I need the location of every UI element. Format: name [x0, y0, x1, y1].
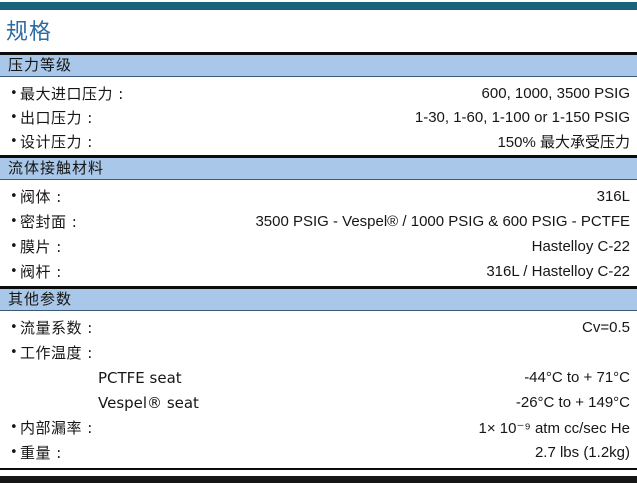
bullet-icon: •	[10, 264, 18, 279]
row-label: 内部漏率 :	[20, 419, 93, 437]
spec-row: • 膜片 : Hastelloy C-22	[0, 234, 637, 259]
spec-row: • 密封面 : 3500 PSIG - Vespel® / 1000 PSIG & …	[0, 209, 637, 234]
bullet-icon: •	[10, 345, 18, 360]
spec-section: 其他参数 • 流量系数 : Cv=0.5 • 工作温度 : PCTFE seat -44°C …	[0, 286, 637, 467]
bullet-icon: •	[10, 85, 18, 101]
spec-row: • 工作温度 :	[0, 340, 637, 365]
section-header: 其他参数	[0, 286, 637, 311]
row-label: 流量系数 :	[20, 319, 93, 337]
bullet-icon: •	[10, 420, 18, 435]
bullet-icon: •	[10, 189, 18, 204]
row-value: -26°C to + 149°C	[515, 394, 630, 411]
spec-sections: 压力等级 • 最大进口压力 :600, 1000, 3500 PSIG • 出口压力 :…	[0, 52, 637, 467]
spec-row: Vespel® seat -26°C to + 149°C	[0, 390, 637, 415]
spec-row: • 流量系数 : Cv=0.5	[0, 315, 637, 340]
bottom-accent-bar	[0, 476, 637, 483]
row-value: 2.7 lbs (1.2kg)	[534, 444, 630, 461]
spec-row: • 出口压力 : 1-30, 1-60, 1-100 or 1-150 PSIG	[0, 105, 637, 129]
row-label: 阀杆 :	[20, 263, 62, 281]
bullet-icon: •	[10, 445, 18, 460]
row-label: 最大进口压力 :	[20, 84, 124, 103]
row-label: Vespel® seat	[98, 393, 199, 412]
row-label: 膜片 :	[20, 238, 62, 256]
spec-row: • 重量 : 2.7 lbs (1.2kg)	[0, 440, 637, 465]
row-label: 密封面 :	[20, 213, 78, 231]
section-rows: • 流量系数 : Cv=0.5 • 工作温度 : PCTFE seat -44°C to +…	[0, 311, 637, 467]
row-value: Cv=0.5	[582, 319, 630, 336]
row-value: -44°C to + 71°C	[524, 369, 630, 386]
row-value: Hastelloy C-22	[531, 238, 630, 255]
spec-row: • 阀体 : 316L	[0, 184, 637, 209]
bullet-icon: •	[10, 133, 18, 149]
bullet-icon: •	[10, 214, 18, 229]
bullet-icon: •	[10, 109, 18, 125]
section-rows: • 阀体 :316L • 密封面 :3500 PSIG - Vespel® / 100…	[0, 180, 637, 286]
spec-row: • 阀杆 : 316L / Hastelloy C-22	[0, 259, 637, 284]
bullet-icon: •	[10, 239, 18, 254]
row-value: 316L / Hastelloy C-22	[486, 263, 630, 280]
section-header: 压力等级	[0, 52, 637, 77]
row-value: 600, 1000, 3500 PSIG	[481, 84, 630, 102]
row-label: PCTFE seat	[98, 368, 182, 387]
spec-row: • 最大进口压力 : 600, 1000, 3500 PSIG	[0, 81, 637, 105]
spec-section: 压力等级 • 最大进口压力 :600, 1000, 3500 PSIG • 出口压力 :…	[0, 52, 637, 155]
row-label: 工作温度 :	[20, 344, 93, 362]
row-value: 1-30, 1-60, 1-100 or 1-150 PSIG	[414, 108, 630, 126]
top-accent-bar	[0, 2, 637, 10]
spec-row: • 设计压力 : 150% 最大承受压力	[0, 129, 637, 153]
row-value: 316L	[596, 188, 630, 205]
spec-section: 流体接触材料 • 阀体 :316L • 密封面 :3500 PSIG - Vespel®…	[0, 155, 637, 286]
bullet-icon: •	[10, 320, 18, 335]
section-header: 流体接触材料	[0, 155, 637, 180]
row-value: 3500 PSIG - Vespel® / 1000 PSIG & 600 PS…	[255, 213, 630, 230]
bottom-rule	[0, 468, 637, 470]
spec-row: • 内部漏率 : 1× 10⁻⁹ atm cc/sec He	[0, 415, 637, 440]
row-label: 重量 :	[20, 444, 62, 462]
page-title: 规格	[6, 20, 53, 45]
row-value: 150% 最大承受压力	[497, 133, 630, 151]
row-label: 设计压力 :	[20, 132, 93, 151]
section-rows: • 最大进口压力 :600, 1000, 3500 PSIG • 出口压力 :1-30…	[0, 77, 637, 155]
spec-row: PCTFE seat -44°C to + 71°C	[0, 365, 637, 390]
row-label: 阀体 :	[20, 188, 62, 206]
row-label: 出口压力 :	[20, 108, 93, 127]
row-value: 1× 10⁻⁹ atm cc/sec He	[478, 419, 631, 437]
